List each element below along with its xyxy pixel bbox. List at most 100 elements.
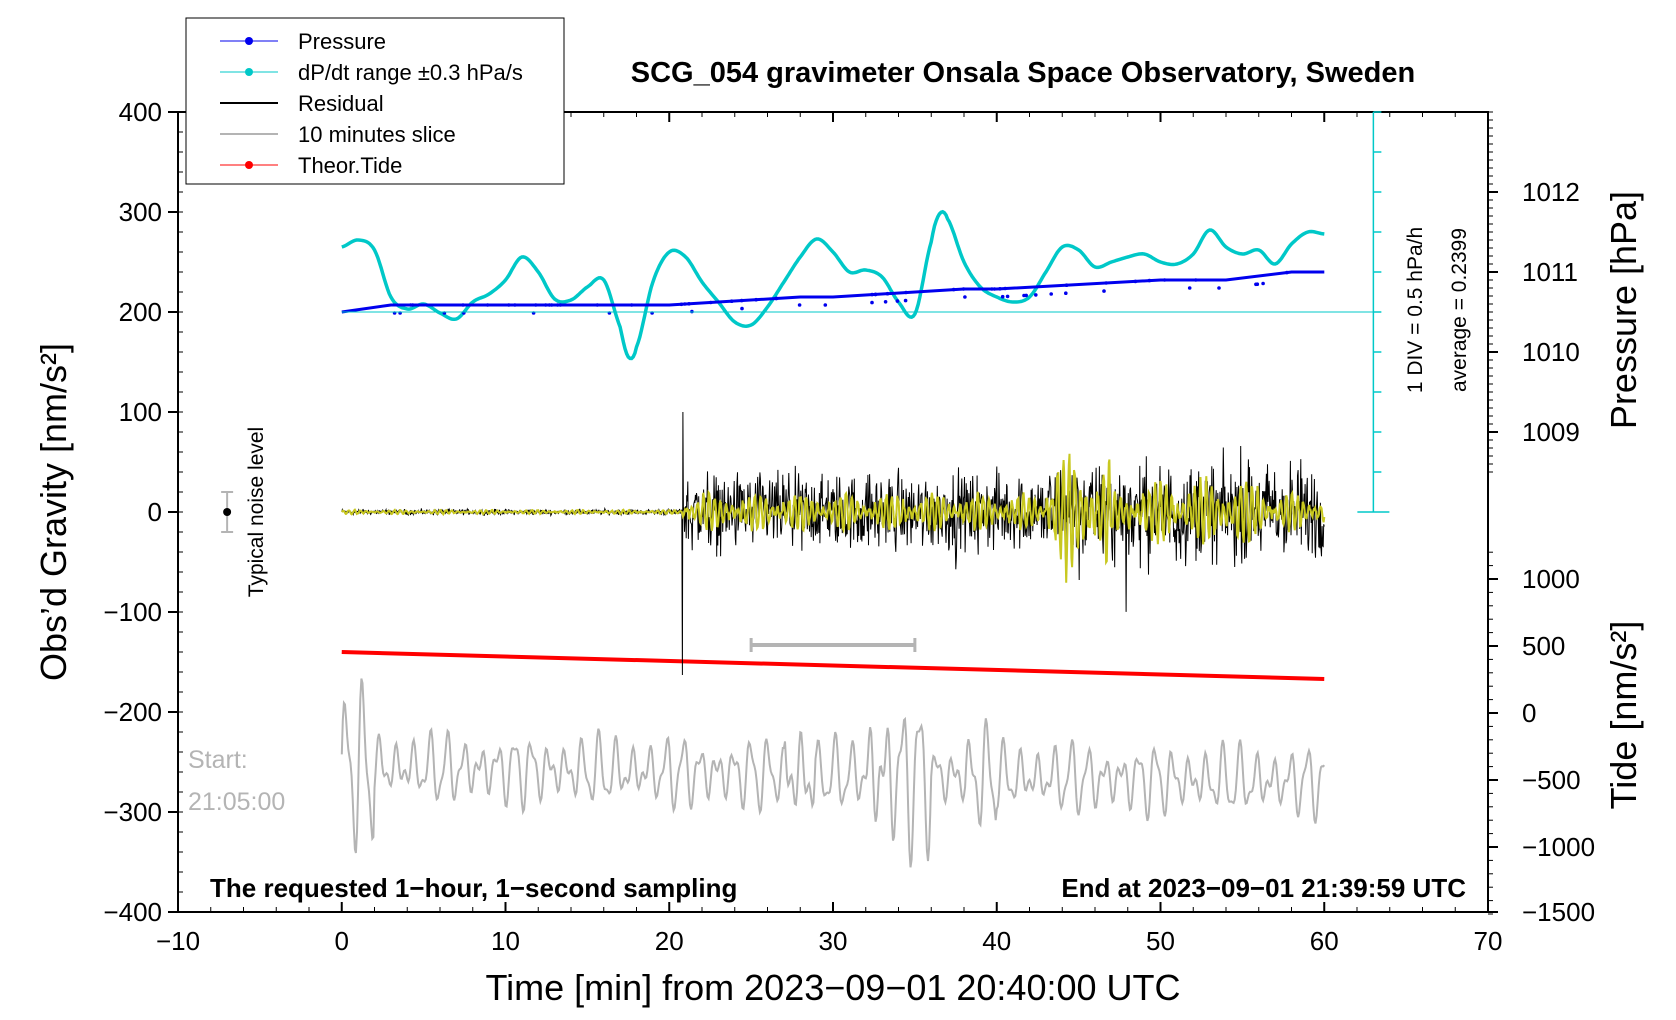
pressure-dot bbox=[740, 306, 744, 311]
pressure-dot bbox=[895, 299, 900, 303]
pressure-dot bbox=[870, 292, 874, 297]
pressure-dot bbox=[1147, 278, 1152, 283]
tide-tick-label: −1500 bbox=[1522, 897, 1595, 927]
y-tick-label: 400 bbox=[119, 97, 162, 127]
filtered-trace bbox=[340, 453, 1326, 583]
y-tick-label: 300 bbox=[119, 197, 162, 227]
pressure-dot bbox=[754, 297, 758, 302]
pressure-dot bbox=[1261, 281, 1265, 286]
tide-tick-label: −500 bbox=[1522, 765, 1581, 795]
pressure-dot bbox=[1049, 292, 1053, 296]
x-tick-label: −10 bbox=[156, 926, 200, 956]
pressure-dot bbox=[1000, 294, 1005, 299]
pressure-dot bbox=[1285, 270, 1289, 275]
legend: Pressure dP/dt range ±0.3 hPa/s Residual… bbox=[185, 17, 565, 185]
legend-marker-tide bbox=[245, 161, 253, 169]
pressure-dot bbox=[774, 296, 779, 301]
pressure-dot bbox=[629, 303, 634, 307]
series-layer bbox=[221, 111, 1390, 868]
pressure-dot bbox=[1034, 293, 1038, 297]
legend-label-slice: 10 minutes slice bbox=[298, 122, 456, 147]
legend-label-tide: Theor.Tide bbox=[298, 153, 402, 178]
pressure-dot bbox=[558, 303, 563, 307]
pressure-dot bbox=[555, 303, 560, 307]
pressure-dot bbox=[507, 303, 511, 307]
scale-label: 1 DIV = 0.5 hPa/h bbox=[1404, 227, 1427, 393]
pressure-dot bbox=[683, 302, 687, 306]
x-tick-label: 10 bbox=[491, 926, 520, 956]
pressure-dot bbox=[951, 287, 956, 292]
pressure-tick-label: 1009 bbox=[1522, 417, 1580, 447]
pressure-dot bbox=[1022, 293, 1026, 298]
axes-layer: −10 0 10 20 30 40 50 60 704003002001000−100−200−… bbox=[103, 97, 1595, 956]
pressure-dot bbox=[1064, 283, 1069, 288]
pressure-dot bbox=[739, 298, 744, 303]
noise-label: Typical noise level bbox=[245, 427, 268, 597]
pressure-dot bbox=[485, 303, 490, 307]
x-tick-label: 50 bbox=[1146, 926, 1175, 956]
pressure-dot bbox=[870, 300, 874, 305]
tide-tick-label: −1000 bbox=[1522, 832, 1595, 862]
tide-tick-label: 500 bbox=[1522, 631, 1565, 661]
dpdt-trace bbox=[341, 209, 1325, 361]
pressure-dot bbox=[595, 303, 600, 307]
x-tick-label: 70 bbox=[1474, 926, 1503, 956]
pressure-dot bbox=[823, 303, 828, 307]
pressure-dot bbox=[408, 303, 413, 307]
legend-label-dpdt: dP/dt range ±0.3 hPa/s bbox=[298, 60, 523, 85]
noise-point bbox=[223, 508, 232, 516]
chart-title: SCG_054 gravimeter Onsala Space Observat… bbox=[631, 57, 1415, 89]
y-tick-label: −100 bbox=[103, 597, 162, 627]
pressure-dot bbox=[679, 302, 684, 307]
pressure-dot bbox=[534, 303, 538, 307]
pressure-dot bbox=[998, 287, 1002, 291]
start-time: 21:05:00 bbox=[188, 788, 285, 816]
legend-item-residual: Residual bbox=[220, 91, 384, 116]
legend-item-tide: Theor.Tide bbox=[220, 153, 402, 178]
pressure-dot bbox=[1194, 278, 1198, 282]
pressure-dot bbox=[708, 300, 713, 305]
pressure-dot bbox=[885, 291, 890, 296]
pressure-dot bbox=[1102, 289, 1106, 293]
y-tick-label: 200 bbox=[119, 297, 162, 327]
y-tick-label: −300 bbox=[103, 797, 162, 827]
legend-label-residual: Residual bbox=[298, 91, 384, 116]
pressure-tick-label: 1010 bbox=[1522, 337, 1580, 367]
legend-item-pressure: Pressure bbox=[220, 29, 386, 54]
pressure-dot bbox=[961, 287, 966, 291]
x-tick-label: 20 bbox=[655, 926, 684, 956]
x-axis-title: Time [min] from 2023−09−01 20:40:00 UTC bbox=[485, 967, 1180, 1008]
pressure-dot bbox=[797, 303, 802, 307]
x-tick-label: 60 bbox=[1310, 926, 1339, 956]
pressure-dot bbox=[873, 292, 878, 297]
pressure-tick-label: 1011 bbox=[1522, 257, 1578, 287]
pressure-dot bbox=[883, 300, 888, 304]
average-label: average = 0.2399 bbox=[1448, 228, 1471, 392]
start-label: Start: bbox=[188, 746, 248, 774]
pressure-axis-title: Pressure [hPa] bbox=[1603, 191, 1644, 429]
legend-item-dpdt: dP/dt range ±0.3 hPa/s bbox=[220, 60, 523, 85]
pressure-dot bbox=[687, 302, 691, 306]
y-axis-title: Obs’d Gravity [nm/s²] bbox=[33, 343, 74, 681]
y-tick-label: −200 bbox=[103, 697, 162, 727]
tide-line bbox=[341, 650, 1325, 681]
pressure-dot bbox=[1217, 286, 1221, 290]
pressure-dot bbox=[1187, 286, 1192, 290]
y-tick-label: 100 bbox=[119, 397, 162, 427]
pressure-dot bbox=[543, 303, 548, 307]
pressure-dot bbox=[1064, 291, 1068, 296]
pressure-dot bbox=[992, 287, 997, 291]
pressure-dot bbox=[461, 303, 465, 307]
pressure-dot bbox=[1003, 286, 1007, 291]
x-tick-label: 30 bbox=[819, 926, 848, 956]
tide-axis-title: Tide [nm/s²] bbox=[1603, 621, 1644, 810]
legend-marker-dpdt bbox=[245, 68, 253, 76]
legend-label-pressure: Pressure bbox=[298, 29, 386, 54]
pressure-dot bbox=[963, 295, 967, 299]
residual-trace bbox=[341, 411, 1325, 676]
footer-right: End at 2023−09−01 21:39:59 UTC bbox=[1061, 873, 1466, 903]
legend-marker-pressure bbox=[245, 37, 253, 45]
pressure-tick-label: 1012 bbox=[1522, 177, 1580, 207]
y-tick-label: 0 bbox=[148, 497, 162, 527]
pressure-dot bbox=[990, 287, 994, 291]
